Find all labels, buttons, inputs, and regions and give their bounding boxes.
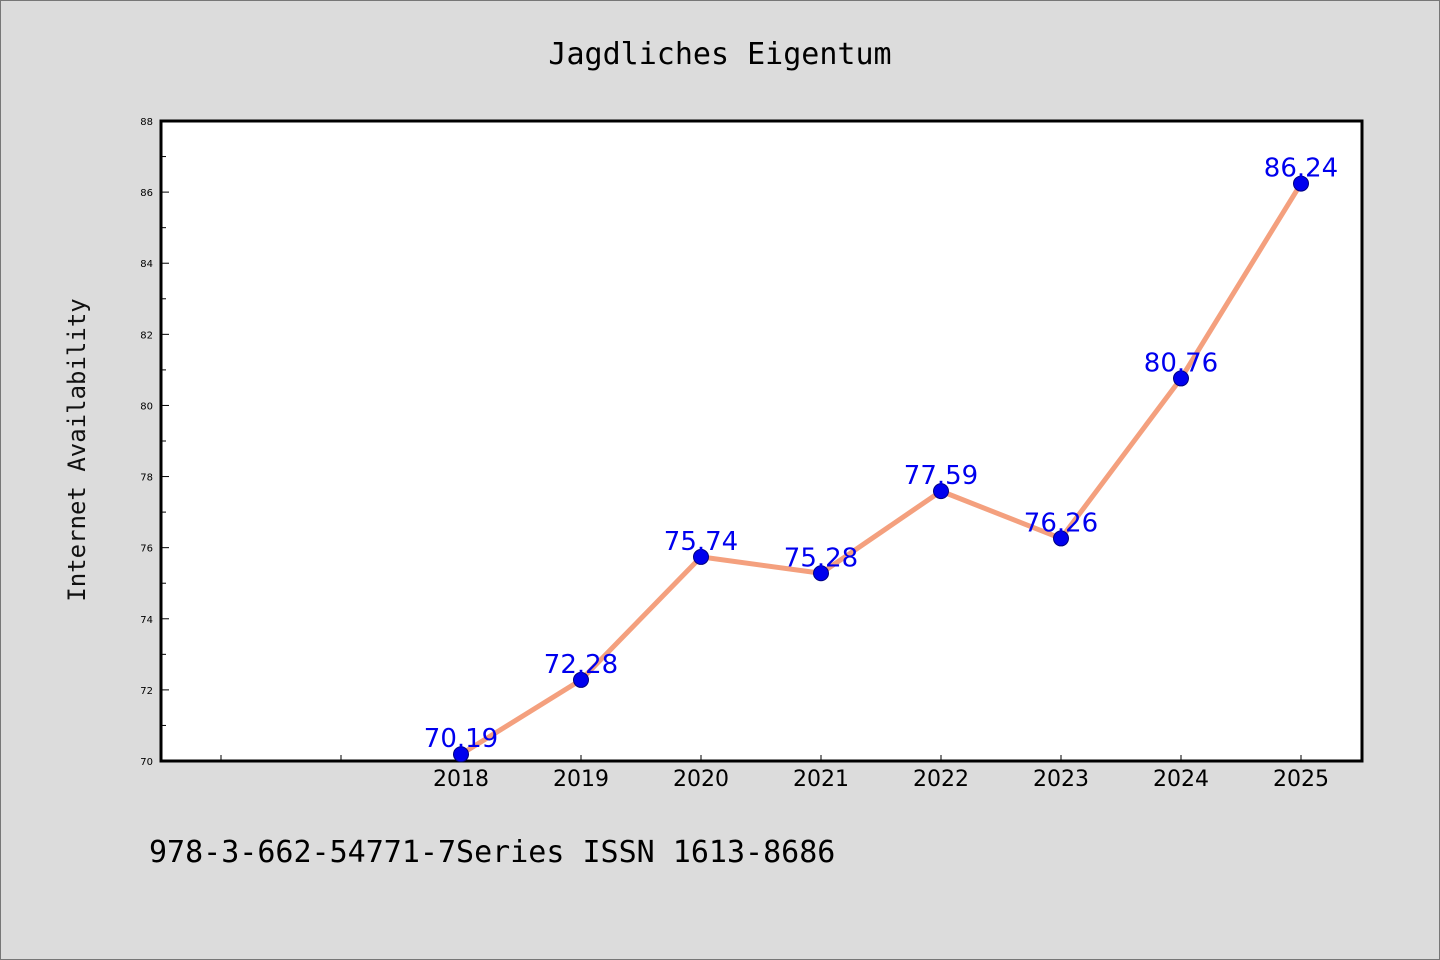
series-line (458, 181, 1304, 757)
y-tick-label: 86 (140, 188, 153, 199)
x-axis: 2018 2019 2020 2021 2022 2023 2024 2025 (220, 755, 1329, 792)
x-tick-label: 2022 (913, 767, 969, 792)
data-point (573, 671, 589, 688)
y-tick-label: 88 (140, 117, 153, 128)
data-label: 70.19 (424, 724, 498, 754)
x-tick-label: 2019 (553, 767, 609, 792)
y-tick-label: 70 (140, 757, 153, 768)
y-tick-label: 84 (140, 259, 153, 270)
y-tick-label: 72 (140, 686, 153, 697)
y-tick-label: 80 (140, 401, 153, 412)
x-tick-label: 2021 (793, 767, 849, 792)
data-point (1173, 370, 1189, 387)
data-label: 80.76 (1144, 348, 1218, 378)
x-tick-label: 2025 (1273, 767, 1329, 792)
data-labels: 70.19 72.28 75.74 75.28 77.59 76.26 80.76 86.24 (424, 154, 1338, 755)
data-point (453, 746, 469, 763)
data-label: 86.24 (1264, 154, 1338, 184)
data-point (813, 565, 829, 582)
plot-area (159, 119, 1364, 763)
x-tick-label: 2018 (433, 767, 489, 792)
y-axis-label: Internet Availability (63, 298, 91, 601)
y-axis: 70 72 74 76 78 80 82 84 86 88 (140, 117, 169, 768)
data-label: 75.28 (784, 543, 858, 573)
data-label: 76.26 (1024, 508, 1098, 538)
x-tick-label: 2023 (1033, 767, 1089, 792)
x-tick-label: 2020 (673, 767, 729, 792)
data-point (1293, 175, 1309, 192)
data-point (933, 483, 949, 500)
y-tick-label: 76 (140, 544, 153, 555)
data-label: 72.28 (544, 650, 618, 680)
y-tick-label: 82 (140, 330, 153, 341)
footer-isbn-text: 978-3-662-54771-7Series ISSN 1613-8686 (149, 835, 836, 870)
data-label: 77.59 (904, 461, 978, 491)
data-label: 75.74 (664, 527, 738, 557)
y-tick-label: 74 (140, 615, 153, 626)
data-point (693, 548, 709, 565)
data-series (453, 175, 1309, 763)
data-point (1053, 530, 1069, 547)
chart-title: Jagdliches Eigentum (548, 37, 891, 72)
x-tick-label: 2024 (1153, 767, 1209, 792)
y-tick-label: 78 (140, 473, 153, 484)
